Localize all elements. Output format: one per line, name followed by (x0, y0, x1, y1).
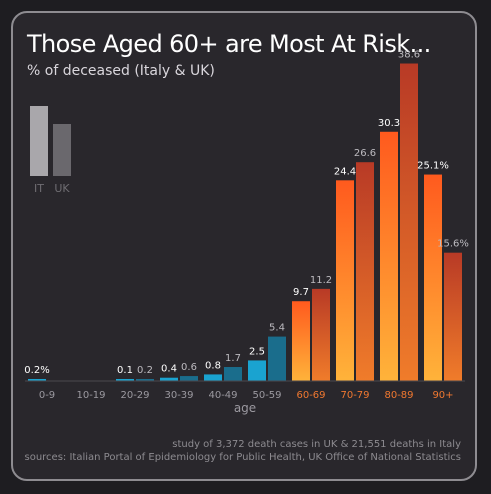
value-label-uk-30-39: 0.6 (181, 362, 197, 373)
value-label-uk-40-49: 1.7 (225, 353, 241, 364)
value-label-italy-50-59: 2.5 (249, 346, 265, 357)
bar-uk-70-79 (356, 162, 374, 381)
bar-italy-50-59 (248, 360, 266, 381)
bar-uk-50-59 (268, 336, 286, 381)
value-label-italy-70-79: 24.4 (334, 166, 356, 177)
legend-label-uk: UK (54, 182, 70, 195)
x-tick-60-69: 60-69 (296, 390, 325, 401)
bar-italy-40-49 (204, 374, 222, 381)
x-tick-40-49: 40-49 (208, 390, 237, 401)
x-tick-20-29: 20-29 (120, 390, 149, 401)
bars (28, 63, 462, 381)
x-tick-80-89: 80-89 (384, 390, 413, 401)
legend: IT UK (30, 106, 71, 195)
value-label-uk-20-29: 0.2 (137, 365, 153, 376)
value-label-italy-20-29: 0.1 (117, 365, 133, 376)
value-label-italy-40-49: 0.8 (205, 360, 221, 371)
bar-uk-30-39 (180, 376, 198, 381)
bar-uk-40-49 (224, 367, 242, 381)
value-label-uk-50-59: 5.4 (269, 323, 285, 334)
bar-uk-90+ (444, 252, 462, 381)
x-tick-30-39: 30-39 (164, 390, 193, 401)
value-label-italy-80-89: 30.3 (378, 118, 400, 129)
chart-subtitle: % of deceased (Italy & UK) (27, 63, 215, 79)
chart-card (11, 11, 477, 481)
x-tick-10-19: 10-19 (76, 390, 105, 401)
value-label-uk-60-69: 11.2 (310, 275, 332, 286)
x-tick-0-9: 0-9 (39, 390, 55, 401)
x-tick-labels: 0-9 10-19 20-29 30-39 40-49 50-59 60-69 70-79 80… (39, 390, 454, 401)
bar-italy-80-89 (380, 131, 398, 381)
bar-uk-20-29 (136, 379, 154, 381)
x-axis-label: age (234, 401, 256, 415)
bar-italy-60-69 (292, 301, 310, 381)
legend-swatch-uk (53, 124, 71, 176)
footnote-study: study of 3,372 death cases in UK & 21,55… (172, 439, 461, 450)
value-label-uk-70-79: 26.6 (354, 148, 376, 159)
bar-italy-20-29 (116, 379, 134, 381)
value-label-uk-80-89: 38.6 (398, 50, 420, 61)
bar-italy-90+ (424, 174, 442, 381)
chart-title: Those Aged 60+ are Most At Risk... (27, 30, 431, 58)
value-label-italy-30-39: 0.4 (161, 364, 177, 375)
value-labels: 0.2% 0.1 0.2 0.4 0.6 0.8 1.7 2.5 5.4 9.711.2 24.4 2… (24, 50, 469, 376)
legend-swatch-italy (30, 106, 48, 176)
bar-uk-80-89 (400, 63, 418, 381)
value-label-italy-0-9: 0.2% (24, 365, 49, 376)
value-label-uk-90+: 15.6% (437, 239, 469, 250)
bar-uk-60-69 (312, 288, 330, 381)
bar-italy-30-39 (160, 377, 178, 381)
x-tick-50-59: 50-59 (252, 390, 281, 401)
value-label-italy-90+: 25.1% (417, 161, 449, 172)
bar-italy-0-9 (28, 379, 46, 381)
footnote-sources: sources: Italian Portal of Epidemiology … (24, 452, 461, 463)
value-label-italy-60-69: 9.7 (293, 287, 309, 298)
x-tick-70-79: 70-79 (340, 390, 369, 401)
legend-label-italy: IT (34, 182, 44, 195)
x-tick-90+: 90+ (432, 390, 453, 401)
bar-italy-70-79 (336, 180, 354, 381)
